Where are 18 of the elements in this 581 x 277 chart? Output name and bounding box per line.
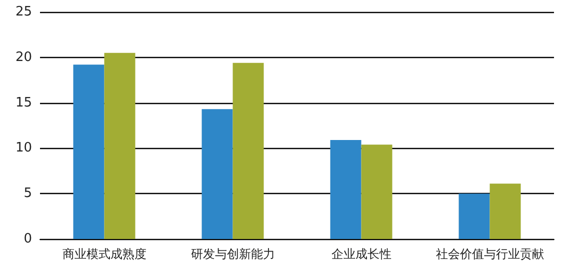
x-tick-label: 研发与创新能力 <box>190 247 275 261</box>
x-tick-label: 企业成长性 <box>331 247 392 261</box>
y-tick-label: 10 <box>15 140 32 156</box>
y-tick-label: 25 <box>15 4 32 20</box>
x-tick-label: 商业模式成熟度 <box>62 247 146 261</box>
y-tick-label: 20 <box>15 50 32 65</box>
bar <box>458 194 490 239</box>
bar <box>104 52 136 239</box>
y-tick-label: 5 <box>24 186 32 202</box>
bar <box>232 62 264 239</box>
bar <box>330 140 362 239</box>
bar <box>73 64 104 239</box>
y-tick-label: 0 <box>24 232 32 246</box>
y-tick-label: 15 <box>15 95 32 110</box>
x-tick-label: 社会价值与行业贡献 <box>436 247 544 261</box>
bar <box>361 144 392 239</box>
bar <box>202 109 233 239</box>
bar <box>490 184 521 239</box>
